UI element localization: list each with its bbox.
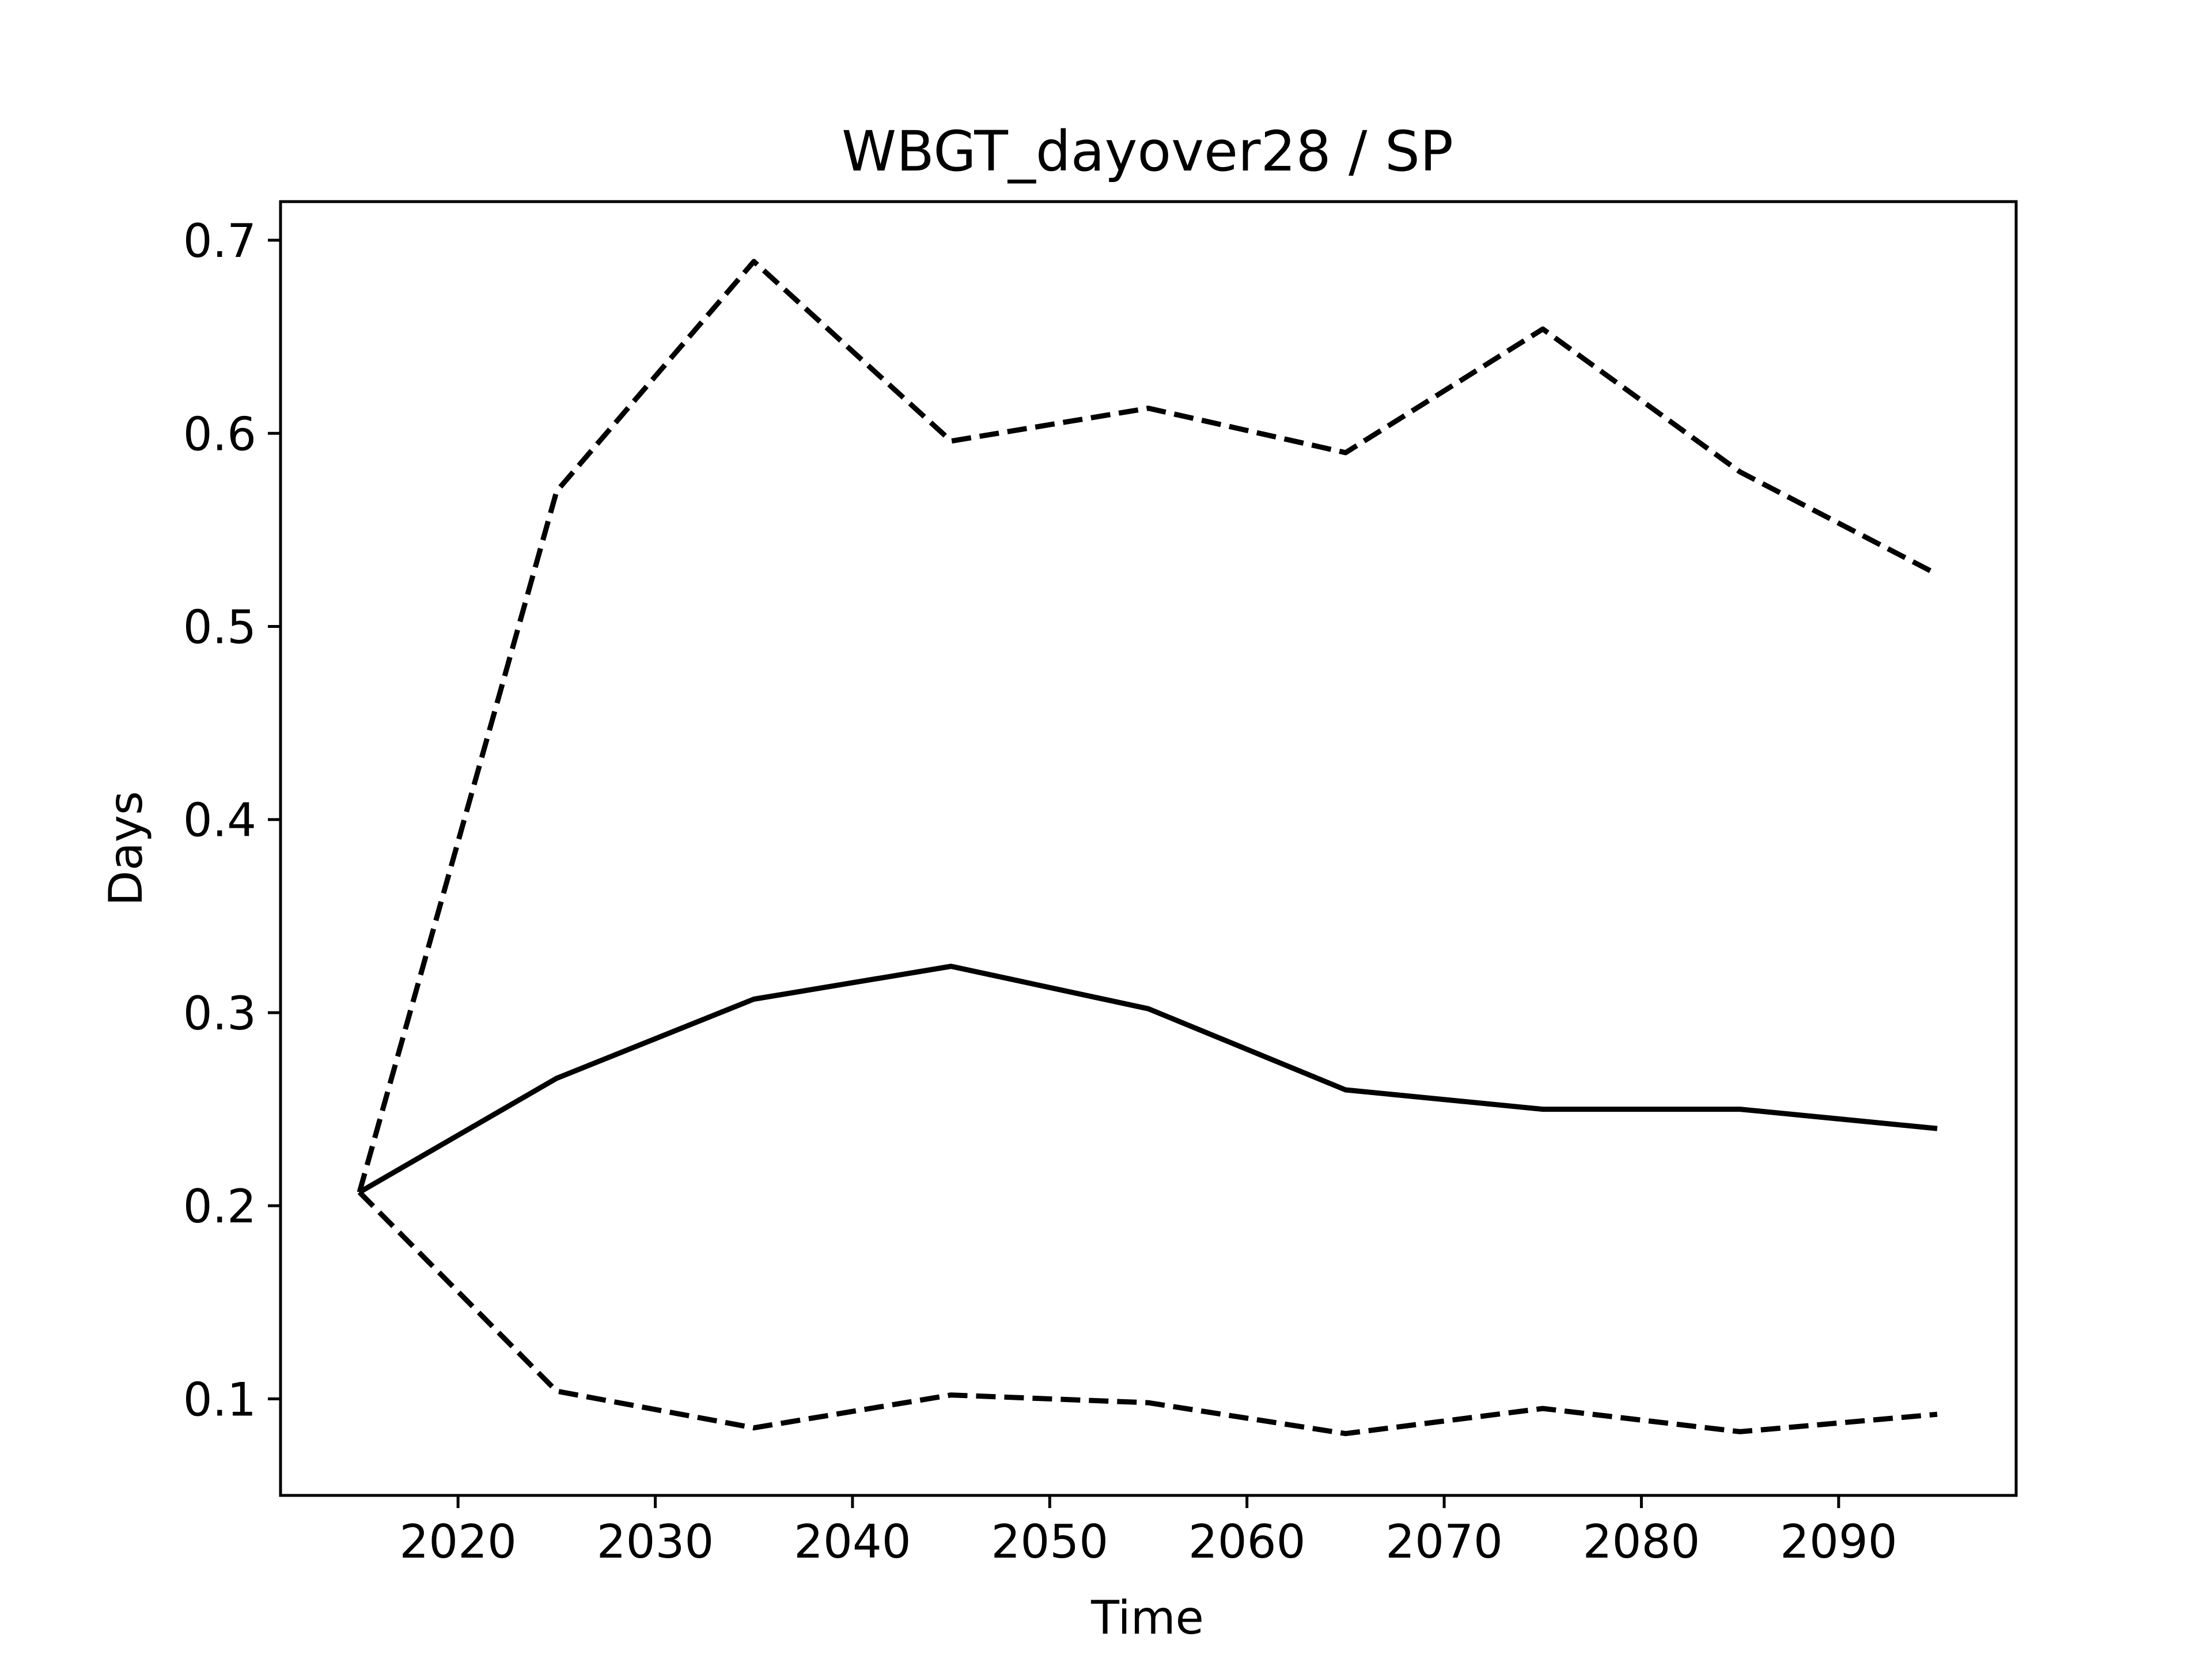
x-axis-label: Time <box>1090 1591 1204 1645</box>
y-tick-label-0.6: 0.6 <box>183 407 256 461</box>
y-tick-label-0.1: 0.1 <box>183 1373 256 1426</box>
x-tick-label-2020: 2020 <box>399 1515 517 1569</box>
y-axis-label: Days <box>99 791 153 906</box>
x-tick-label-2050: 2050 <box>991 1515 1109 1569</box>
x-tick-label-2070: 2070 <box>1385 1515 1503 1569</box>
y-tick-label-0.3: 0.3 <box>183 987 256 1040</box>
y-axis: 0.1 0.2 0.3 0.4 0.5 0.6 0.7 <box>183 214 281 1426</box>
series-line-3-dashed <box>357 1190 1938 1437</box>
series-line-2-solid <box>358 964 1938 1195</box>
y-tick-label-0.4: 0.4 <box>183 794 256 847</box>
x-tick-label-2040: 2040 <box>794 1515 911 1569</box>
series-line-1-dashed <box>357 259 1939 1193</box>
x-tick-label-2090: 2090 <box>1780 1515 1897 1569</box>
y-tick-label-0.5: 0.5 <box>183 600 256 654</box>
series-layer <box>357 259 1939 1437</box>
x-tick-label-2060: 2060 <box>1188 1515 1306 1569</box>
x-tick-label-2030: 2030 <box>597 1515 714 1569</box>
plot-frame <box>279 200 2018 1497</box>
x-axis: 2020 2030 2040 2050 2060 2070 2080 2090 <box>399 1495 1897 1569</box>
y-tick-label-0.7: 0.7 <box>183 214 256 268</box>
chart-title: WBGT_dayover28 / SP <box>842 119 1453 184</box>
x-tick-label-2080: 2080 <box>1583 1515 1700 1569</box>
y-tick-label-0.2: 0.2 <box>183 1180 256 1233</box>
